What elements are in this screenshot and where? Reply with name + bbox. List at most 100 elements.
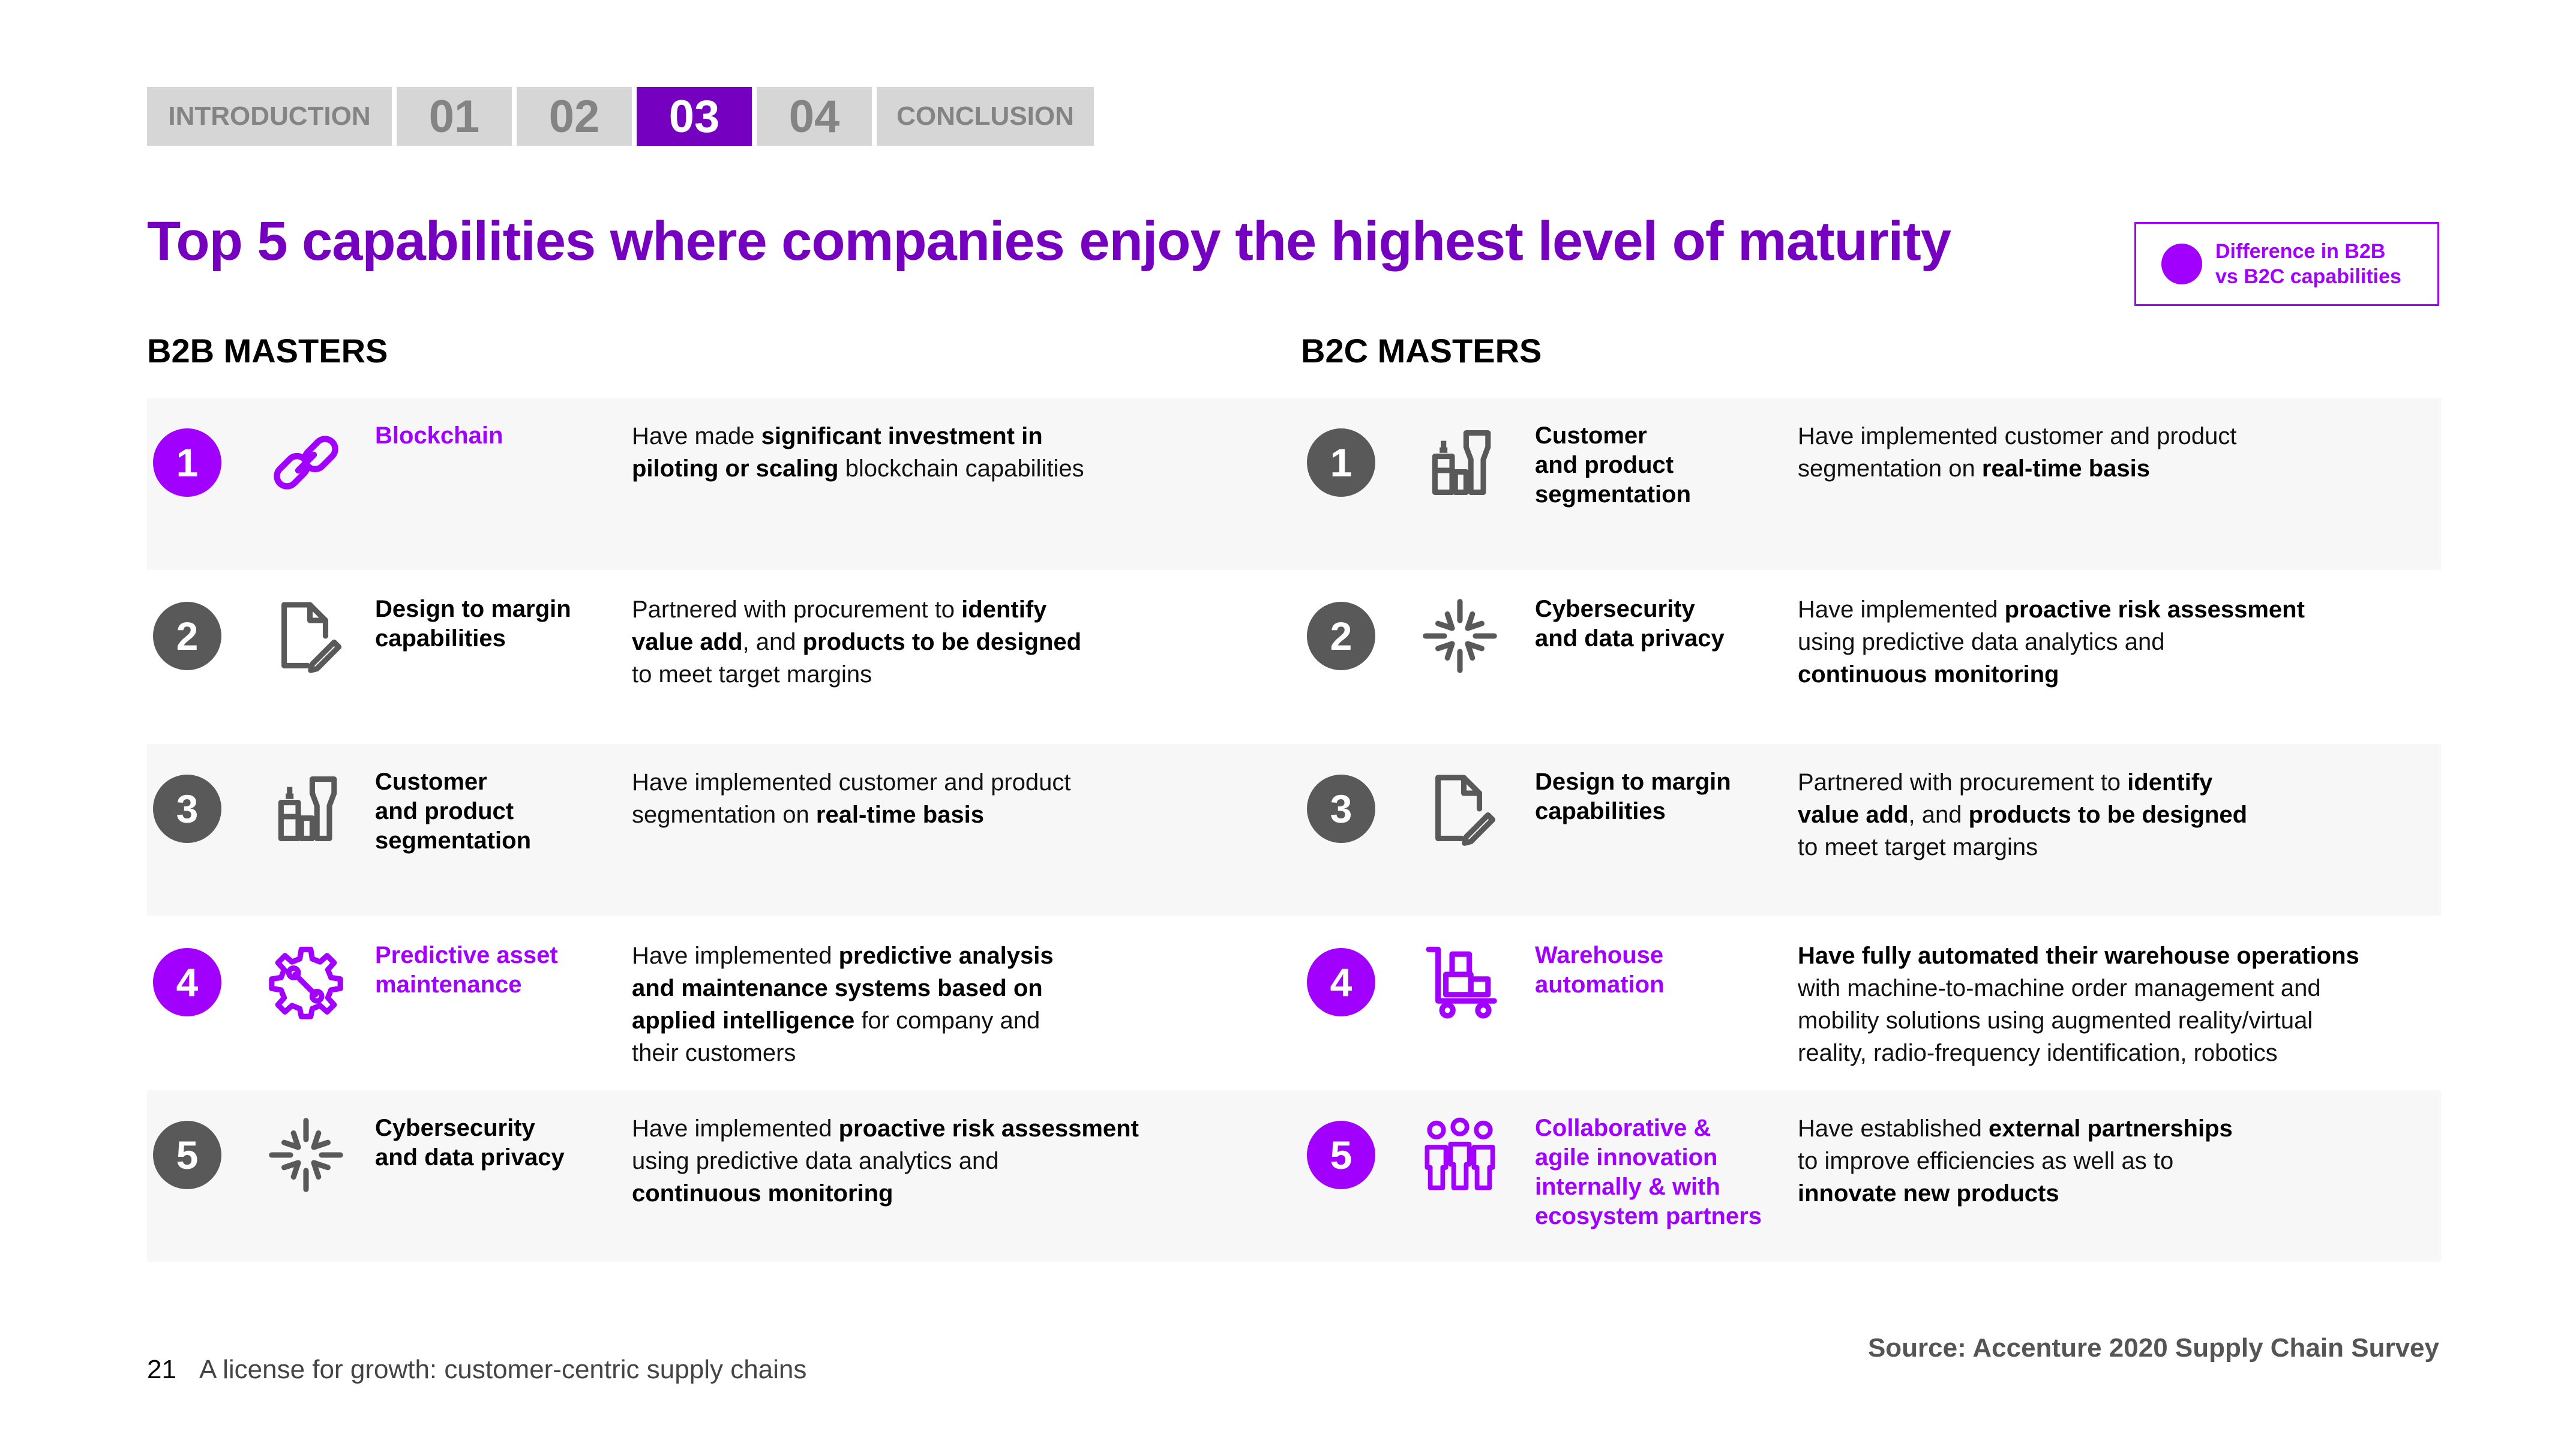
warehouse-trolley-icon [1421,943,1499,1021]
description-line: innovate new products [1798,1177,2428,1210]
row-band [147,398,2441,570]
description-emphasis: and maintenance systems based on [632,974,1043,1001]
description-emphasis: value add [1798,802,1909,828]
tab-02[interactable]: 02 [517,87,632,146]
capability-line: capabilities [1535,798,1666,824]
description-line: piloting or scaling blockchain capabilit… [632,452,1232,485]
description-line: continuous monitoring [632,1177,1232,1210]
description-text: Partnered with procurement to [1798,769,2128,796]
description-text: Have made [632,423,761,449]
capability-name: Cybersecurity and data privacy [375,1114,627,1172]
capability-description: Have implemented customer and product seg… [1798,420,2428,485]
description-text: using predictive data analytics and [1798,628,2165,655]
tab-conclusion[interactable]: CONCLUSION [877,87,1094,146]
description-emphasis: applied intelligence [632,1007,855,1034]
capability-name: Collaborative & agile innovation internall… [1535,1114,1793,1231]
description-line: with machine-to-machine order management… [1798,972,2428,1004]
b2c-row-3: 3 Design to margin capabilities Partnered w… [1301,745,2441,918]
description-emphasis: external partnerships [1988,1115,2233,1142]
b2c-row-2: 2 Cybersecurity and data privacy Have imple… [1301,572,2441,745]
capability-line: Design to margin [1535,769,1731,795]
b2b-row-3: 3 Customer and product segmentation Have imp… [147,745,1281,918]
chain-link-icon [267,424,345,502]
document-edit-icon [267,597,345,675]
rank-badge: 3 [153,775,221,843]
description-line: Have implemented customer and product [1798,420,2428,452]
capability-name: Predictive asset maintenance [375,941,627,1000]
description-emphasis: identify [2127,769,2213,796]
footer: 21 A license for growth: customer-centric… [147,1355,806,1385]
source-note: Source: Accenture 2020 Supply Chain Surv… [1867,1333,2439,1363]
capability-line: ecosystem partners [1535,1203,1762,1229]
capability-description: Have implemented proactive risk assessme… [632,1112,1232,1210]
legend-line-2: vs B2C capabilities [2215,265,2401,288]
capability-name: Customer and product segmentation [1535,421,1793,509]
description-text: their customers [632,1039,796,1066]
description-line: to improve efficiencies as well as to [1798,1145,2428,1177]
capability-line: agile innovation [1535,1144,1718,1171]
description-text: Partnered with procurement to [632,596,962,623]
capability-name: Warehouse automation [1535,941,1793,1000]
capability-line: Customer [1535,422,1647,449]
capability-description: Have established external partnerships to… [1798,1112,2428,1210]
description-text: using predictive data analytics and [632,1148,999,1174]
capability-line: Cybersecurity [1535,595,1695,622]
description-emphasis: identify [961,596,1047,623]
description-text: blockchain capabilities [838,455,1084,482]
description-line: Partnered with procurement to identify [632,593,1232,626]
capability-line: Customer [375,769,487,795]
rank-badge: 3 [1307,775,1375,843]
tab-03[interactable]: 03 [637,87,752,146]
rank-badge: 2 [153,601,221,670]
description-emphasis: continuous monitoring [632,1180,893,1207]
description-line: using predictive data analytics and [1798,626,2428,658]
rank-badge: 1 [153,428,221,497]
description-text: Have implemented customer and product [632,769,1071,796]
description-text: for company and [854,1007,1040,1034]
tab-01[interactable]: 01 [397,87,512,146]
description-line: segmentation on real-time basis [632,799,1232,831]
description-line: continuous monitoring [1798,658,2428,691]
tab-introduction[interactable]: INTRODUCTION [147,87,392,146]
description-emphasis: value add [632,628,743,655]
description-emphasis: innovate new products [1798,1180,2059,1207]
capability-name: Design to margin capabilities [375,595,627,653]
capability-line: and product [1535,452,1674,478]
legend-text: Difference in B2B vs B2C capabilities [2215,239,2401,289]
description-line: to meet target margins [632,658,1232,691]
rank-badge: 5 [1307,1121,1375,1189]
capability-name: Customer and product segmentation [375,767,627,856]
description-line: Have implemented proactive risk assessme… [632,1112,1232,1145]
description-line: segmentation on real-time basis [1798,452,2428,485]
capability-line: capabilities [375,625,506,652]
b2c-row-4: 4 Warehouse automation Have fully automated… [1301,918,2441,1091]
description-line: and maintenance systems based on [632,972,1232,1004]
description-line: mobility solutions using augmented reali… [1798,1004,2428,1037]
description-line: Have implemented proactive risk assessme… [1798,593,2428,626]
capability-line: and data privacy [375,1144,565,1171]
description-text: , and [1908,802,1969,828]
description-text: Have implemented [632,1115,839,1142]
description-line: applied intelligence for company and [632,1004,1232,1037]
row-band [147,744,2441,916]
description-line: value add, and products to be designed [1798,799,2428,831]
legend-line-1: Difference in B2B [2215,240,2386,263]
description-emphasis: products to be designed [1968,802,2248,828]
rank-badge: 4 [153,947,221,1016]
capability-line: and data privacy [1535,625,1725,652]
team-collaboration-icon [1421,1116,1499,1194]
description-emphasis: real-time basis [815,802,985,828]
products-icon [267,770,345,848]
products-icon [1421,424,1499,502]
capability-description: Partnered with procurement to identify va… [632,593,1232,691]
capability-line: Collaborative & [1535,1115,1711,1141]
footer-text: A license for growth: customer-centric s… [199,1355,807,1384]
b2b-row-1: 1 Blockchain Have made significant investm… [147,398,1281,572]
capability-line: and product [375,798,514,824]
tab-04[interactable]: 04 [757,87,872,146]
description-line: Have made significant investment in [632,420,1232,452]
b2c-heading: B2C MASTERS [1301,332,1542,370]
description-line: value add, and products to be designed [632,626,1232,658]
description-text: with machine-to-machine order management… [1798,974,2321,1001]
b2c-row-5: 5 Collaborative & agile innovation internal… [1301,1091,2441,1264]
